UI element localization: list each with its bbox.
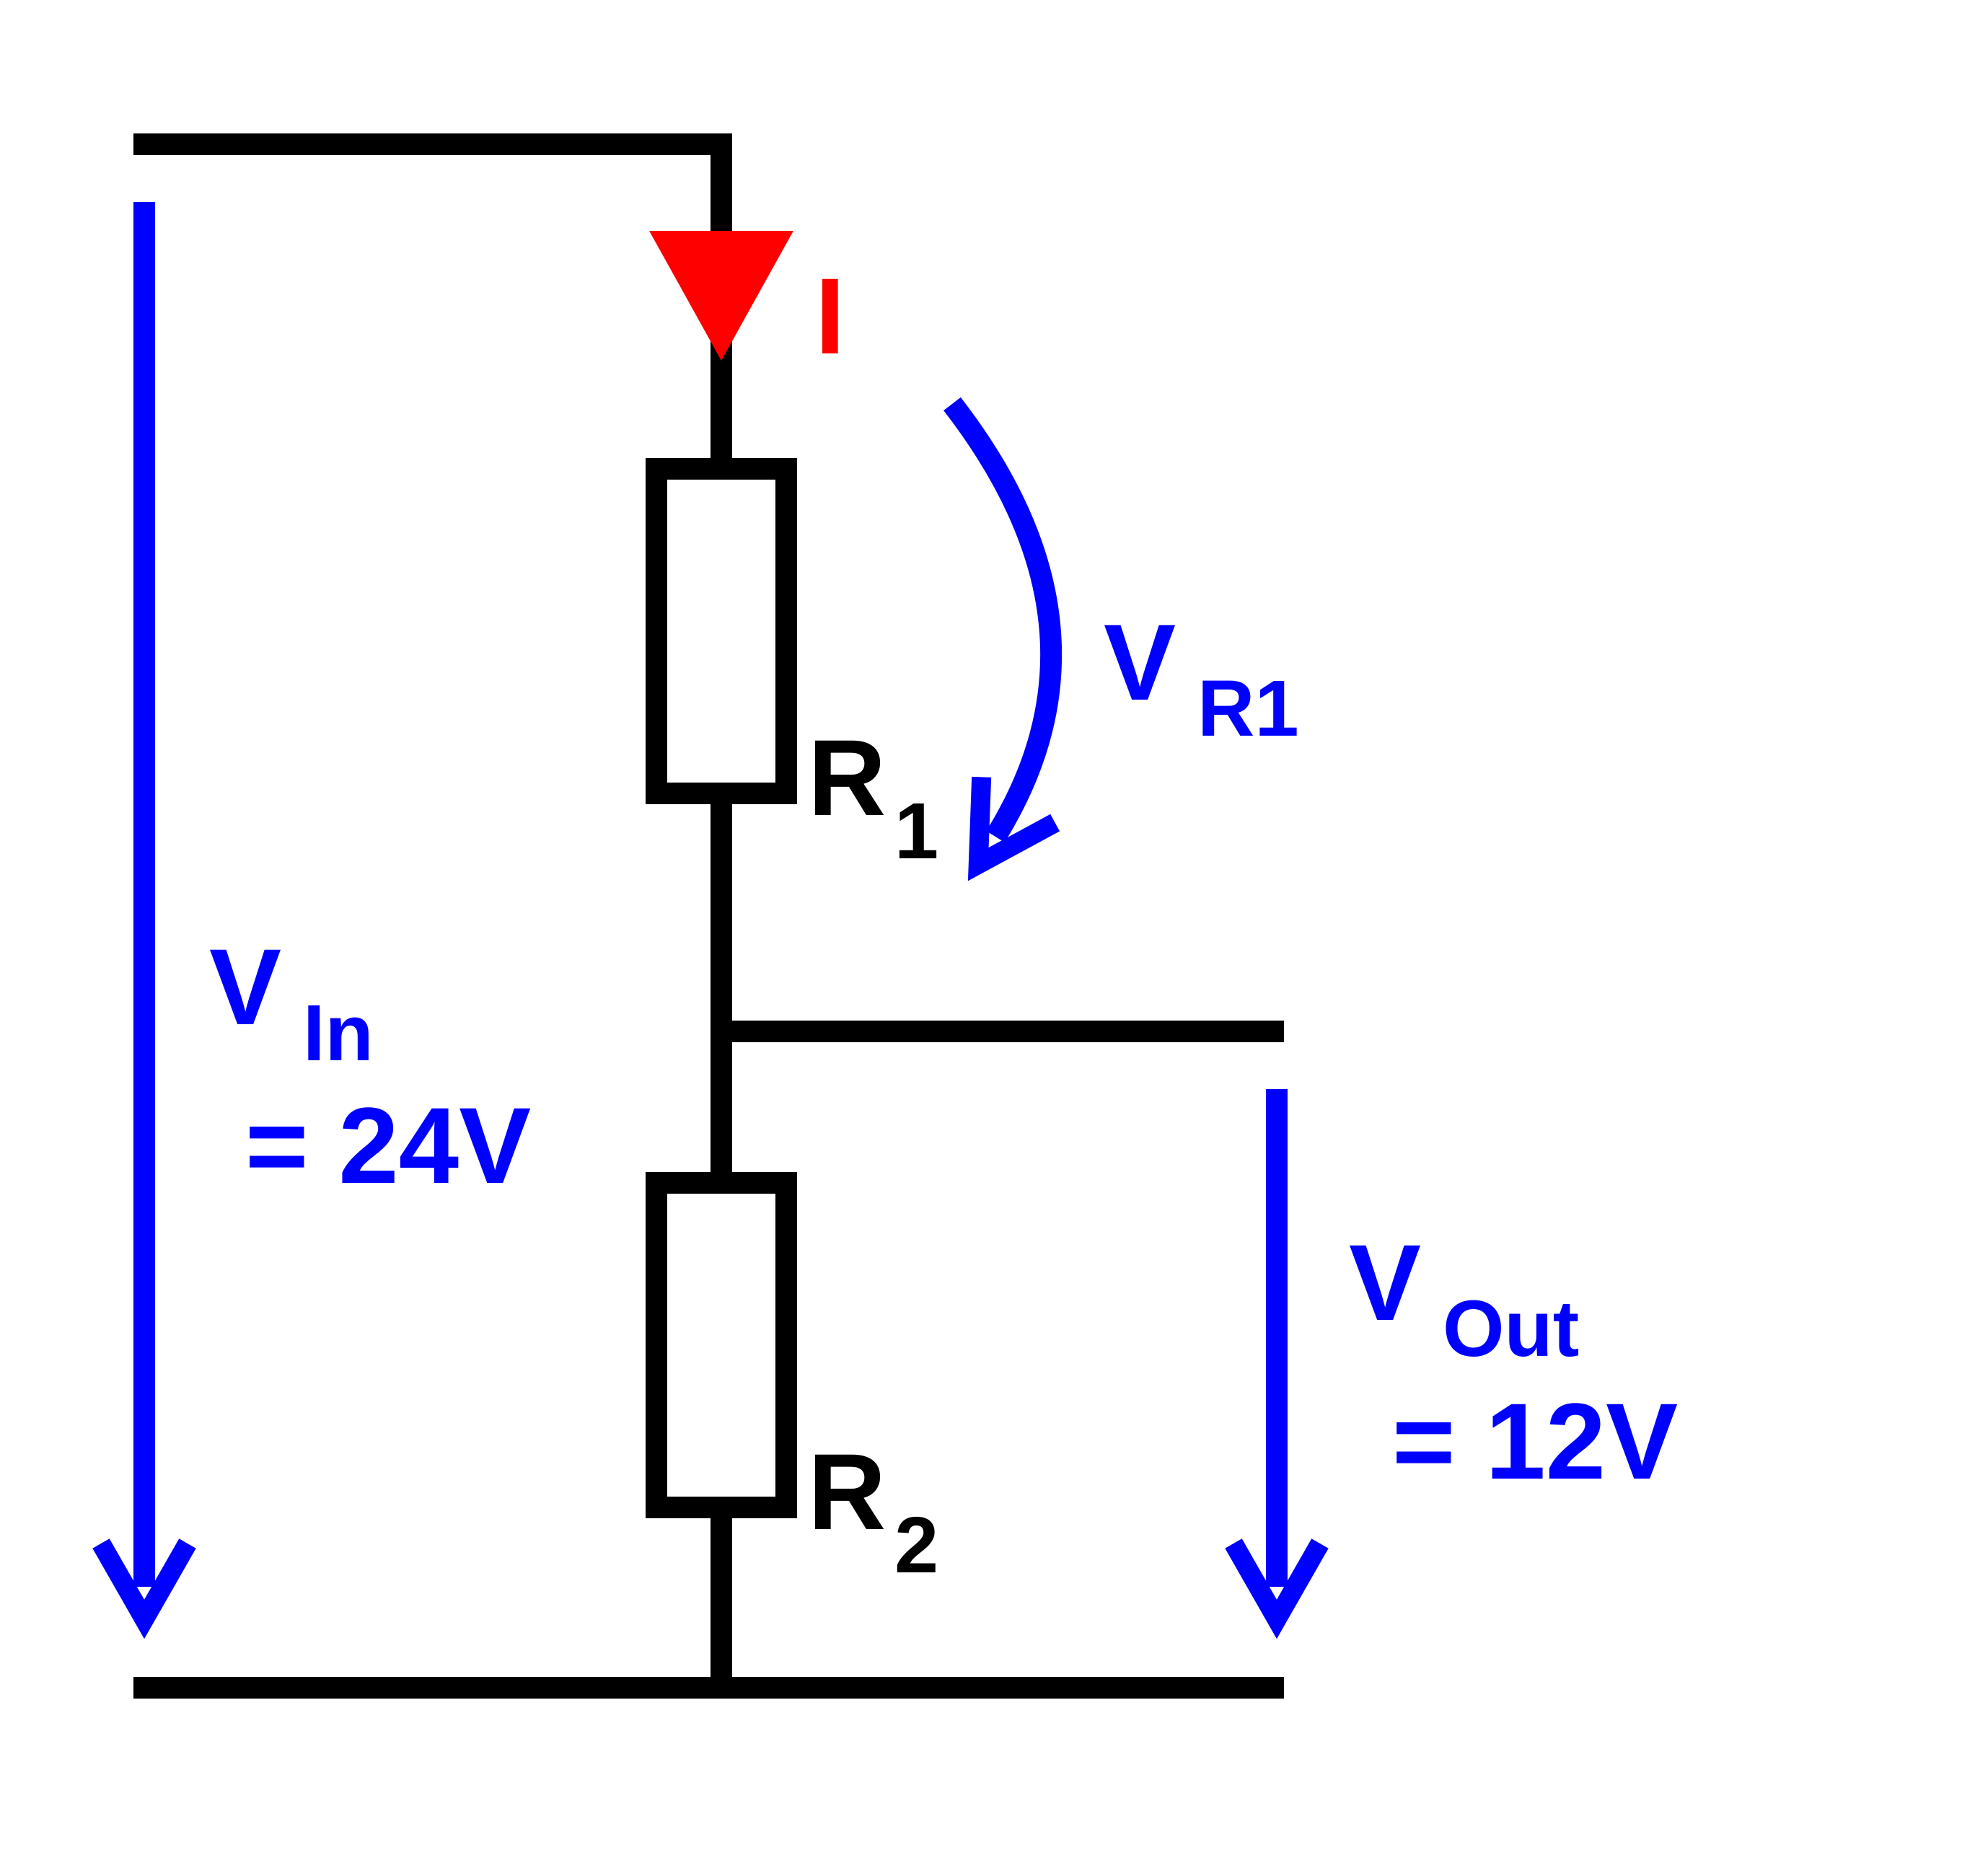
current-arrow-head xyxy=(649,231,793,361)
resistor-r2 xyxy=(656,1183,786,1507)
vin-label-sub: In xyxy=(303,989,374,1078)
r1-label-name: R xyxy=(808,717,886,838)
vin-label-value: = 24V xyxy=(245,1085,531,1206)
r1-label-group: R 1 xyxy=(808,717,938,876)
vr1-arrow xyxy=(952,404,1051,837)
vin-label-name: V xyxy=(209,926,281,1047)
vin-label-group: V In = 24V xyxy=(209,926,531,1206)
vout-label-value: = 12V xyxy=(1392,1380,1678,1502)
r2-label-name: R xyxy=(808,1431,886,1552)
current-label: I xyxy=(815,255,845,376)
vout-label-name: V xyxy=(1349,1222,1421,1343)
vr1-label-group: V R1 xyxy=(1104,602,1299,753)
current-indicator xyxy=(649,231,793,361)
r2-label-sub: 2 xyxy=(894,1501,938,1590)
vr1-label-name: V xyxy=(1104,602,1176,723)
resistor-r1 xyxy=(656,469,786,793)
r2-label-group: R 2 xyxy=(808,1431,938,1590)
vr1-label-sub: R1 xyxy=(1197,664,1299,753)
r1-label-sub: 1 xyxy=(894,787,938,876)
circuit-diagram: I R 1 R 2 V R1 V In = 24V V Out = 12V xyxy=(0,0,1962,1876)
vout-label-group: V Out = 12V xyxy=(1349,1222,1678,1502)
vout-label-sub: Out xyxy=(1443,1285,1579,1373)
circuit-wires xyxy=(133,133,1284,1699)
